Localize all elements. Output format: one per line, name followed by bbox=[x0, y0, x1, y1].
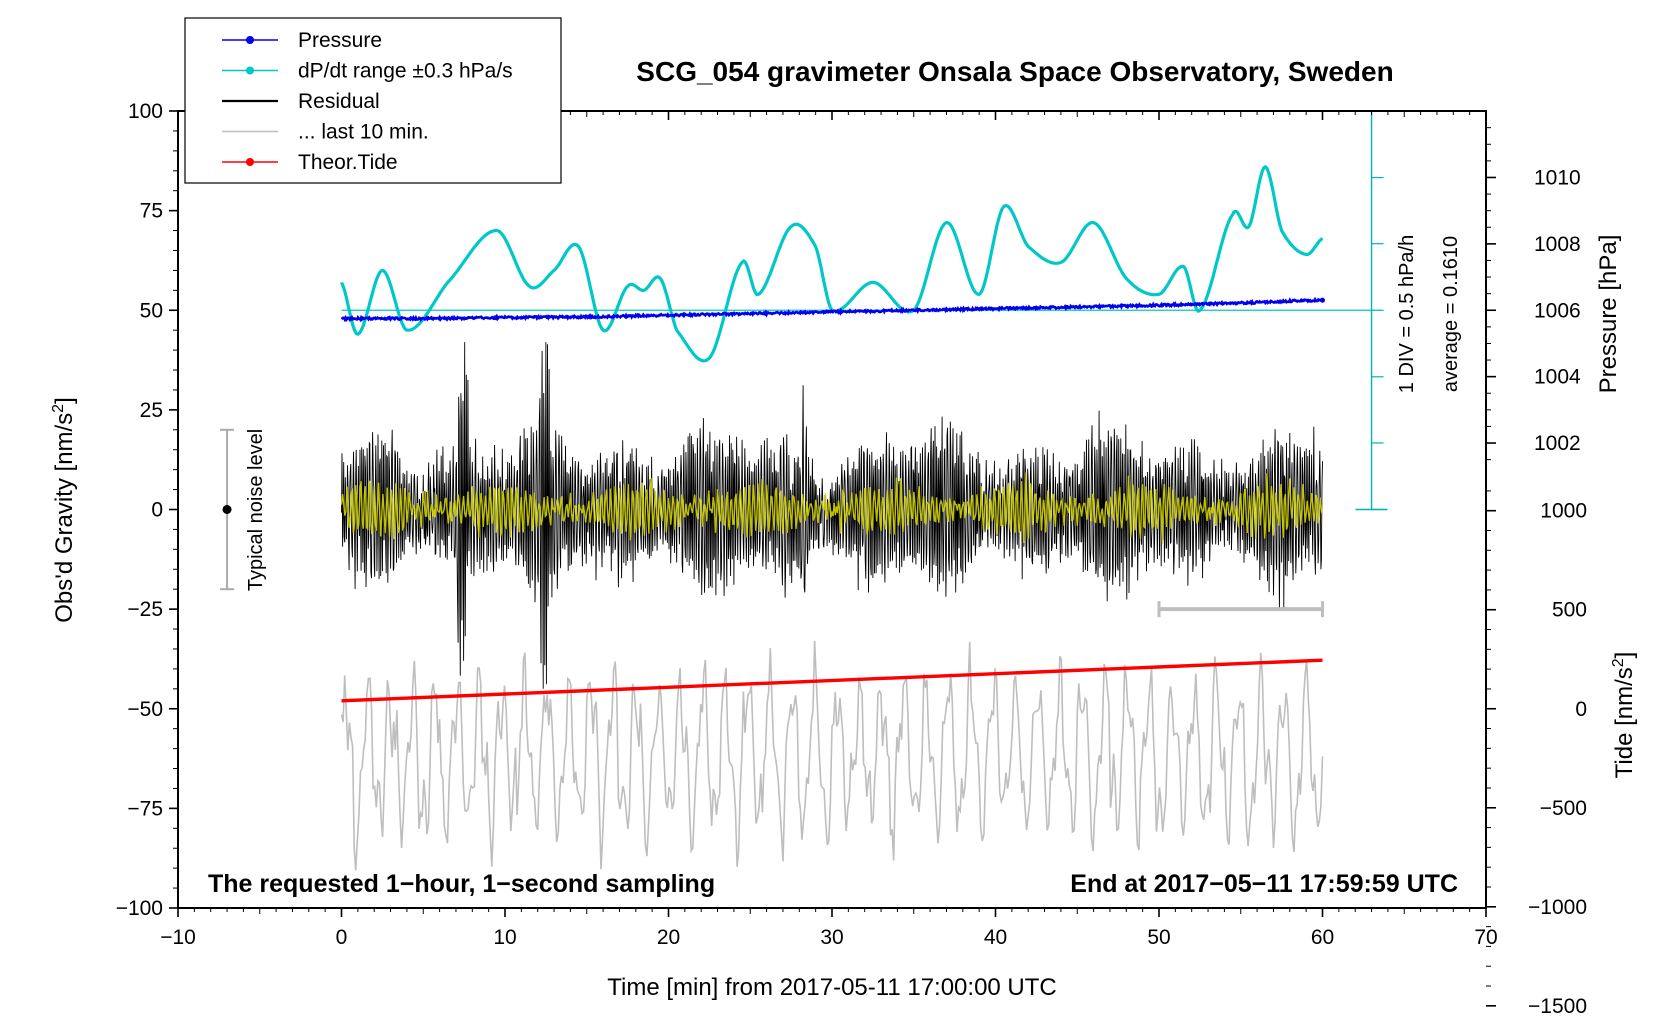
noise-level-label: Typical noise level bbox=[245, 429, 267, 591]
y-tick-label: −100 bbox=[116, 897, 163, 920]
y-tick-label-5: 0 bbox=[151, 499, 163, 522]
pressure-axis-label: Pressure [hPa] bbox=[1595, 235, 1622, 394]
y-tick-label-3: −50 bbox=[127, 698, 163, 721]
y-axis-label-sup: 2 bbox=[50, 404, 67, 413]
y-tick-label-8: 75 bbox=[140, 200, 163, 223]
y-tick-label-2: −75 bbox=[127, 797, 163, 820]
y-tick-label-4: −25 bbox=[127, 598, 163, 621]
x-tick-label-8: 60 bbox=[1311, 926, 1334, 949]
tide-axis-label-tail: ] bbox=[1611, 652, 1638, 659]
pressure-div-label: 1 DIV = 0.5 hPa/h bbox=[1396, 235, 1418, 393]
pressure-tick-label: 1002 bbox=[1534, 432, 1581, 455]
series-layer bbox=[220, 110, 1388, 871]
tide-axis-label-sup: 2 bbox=[1610, 658, 1627, 667]
legend: Pressure dP/dt range ±0.3 hPa/s Residual..… bbox=[184, 17, 562, 184]
legend-swatch-marker-3 bbox=[246, 158, 254, 166]
last-10-min-line bbox=[340, 640, 1324, 871]
tide-axis-label: Tide [nm/s2] bbox=[1610, 652, 1638, 779]
pressure-tick-label-4: 1008 bbox=[1534, 233, 1581, 256]
y-axis-label-main: Obs'd Gravity [nm/s bbox=[51, 413, 78, 623]
y-axis-label-tail: ] bbox=[51, 397, 78, 404]
x-tick-label: −10 bbox=[160, 926, 196, 949]
x-tick-label-9: 70 bbox=[1474, 926, 1497, 949]
pressure-tick-label-5: 1010 bbox=[1534, 166, 1581, 189]
x-axis-ticks: −10 0 10 20 30 40 50 60 70 bbox=[160, 111, 1498, 949]
y-tick-label-9: 100 bbox=[128, 100, 163, 123]
pressure-tick-label-2: 1004 bbox=[1534, 366, 1581, 389]
legend-label-4: ... last 10 min. bbox=[298, 121, 429, 144]
x-tick-label-6: 40 bbox=[984, 926, 1007, 949]
pressure-end-marker bbox=[1320, 297, 1325, 303]
tide-axis-label-main: Tide [nm/s bbox=[1611, 667, 1638, 778]
tide-tick-label-6: 1000 bbox=[1540, 500, 1587, 523]
legend-label: Pressure bbox=[298, 29, 382, 52]
y-axis-ticks: −100 −75 −50 −25 0 25 50 75 100 bbox=[116, 100, 178, 920]
x-tick-label-3: 10 bbox=[493, 926, 516, 949]
legend-label-2: dP/dt range ±0.3 hPa/s bbox=[298, 60, 513, 83]
tide-tick-label-4: 0 bbox=[1575, 698, 1587, 721]
legend-label-5: Theor.Tide bbox=[298, 151, 398, 174]
pressure-average-label: average = 0.1610 bbox=[1440, 236, 1462, 392]
y-axis-label: Obs'd Gravity [nm/s2] bbox=[50, 397, 78, 623]
annotation-sampling: The requested 1−hour, 1−second sampling bbox=[208, 870, 715, 898]
legend-entries: Pressure dP/dt range ±0.3 hPa/s Residual..… bbox=[222, 29, 513, 174]
y-tick-label-7: 50 bbox=[140, 299, 163, 322]
tide-tick-label-2: −1000 bbox=[1528, 896, 1587, 919]
x-tick-label-7: 50 bbox=[1147, 926, 1170, 949]
chart-title: SCG_054 gravimeter Onsala Space Observat… bbox=[636, 56, 1393, 87]
legend-swatch-marker bbox=[246, 36, 254, 44]
x-tick-label-2: 0 bbox=[336, 926, 348, 949]
pressure-axis-ticks: 1002 1004 1006 1008 1010 bbox=[1486, 127, 1581, 461]
dpdt-line bbox=[340, 165, 1324, 363]
tide-tick-label: −1500 bbox=[1528, 995, 1587, 1018]
noise-center-dot bbox=[222, 505, 232, 514]
x-tick-label-5: 30 bbox=[820, 926, 843, 949]
x-tick-label-4: 20 bbox=[657, 926, 680, 949]
tide-axis-ticks: −1500 −1000 −500 0 500 1000 bbox=[1486, 490, 1587, 1018]
y-tick-label-6: 25 bbox=[140, 399, 163, 422]
theor-tide-line bbox=[341, 658, 1323, 703]
legend-swatch-marker-2 bbox=[246, 66, 254, 75]
tide-tick-label-5: 500 bbox=[1552, 599, 1587, 622]
x-axis-label: Time [min] from 2017-05-11 17:00:00 UTC bbox=[607, 974, 1057, 1001]
pressure-tick-label-3: 1006 bbox=[1534, 299, 1581, 322]
tide-tick-label-3: −500 bbox=[1540, 797, 1587, 820]
legend-label-3: Residual bbox=[298, 90, 380, 113]
annotation-end-time: End at 2017−05−11 17:59:59 UTC bbox=[1070, 870, 1458, 898]
residual-smoothed-line bbox=[340, 472, 1324, 544]
pressure-line bbox=[340, 296, 1324, 323]
